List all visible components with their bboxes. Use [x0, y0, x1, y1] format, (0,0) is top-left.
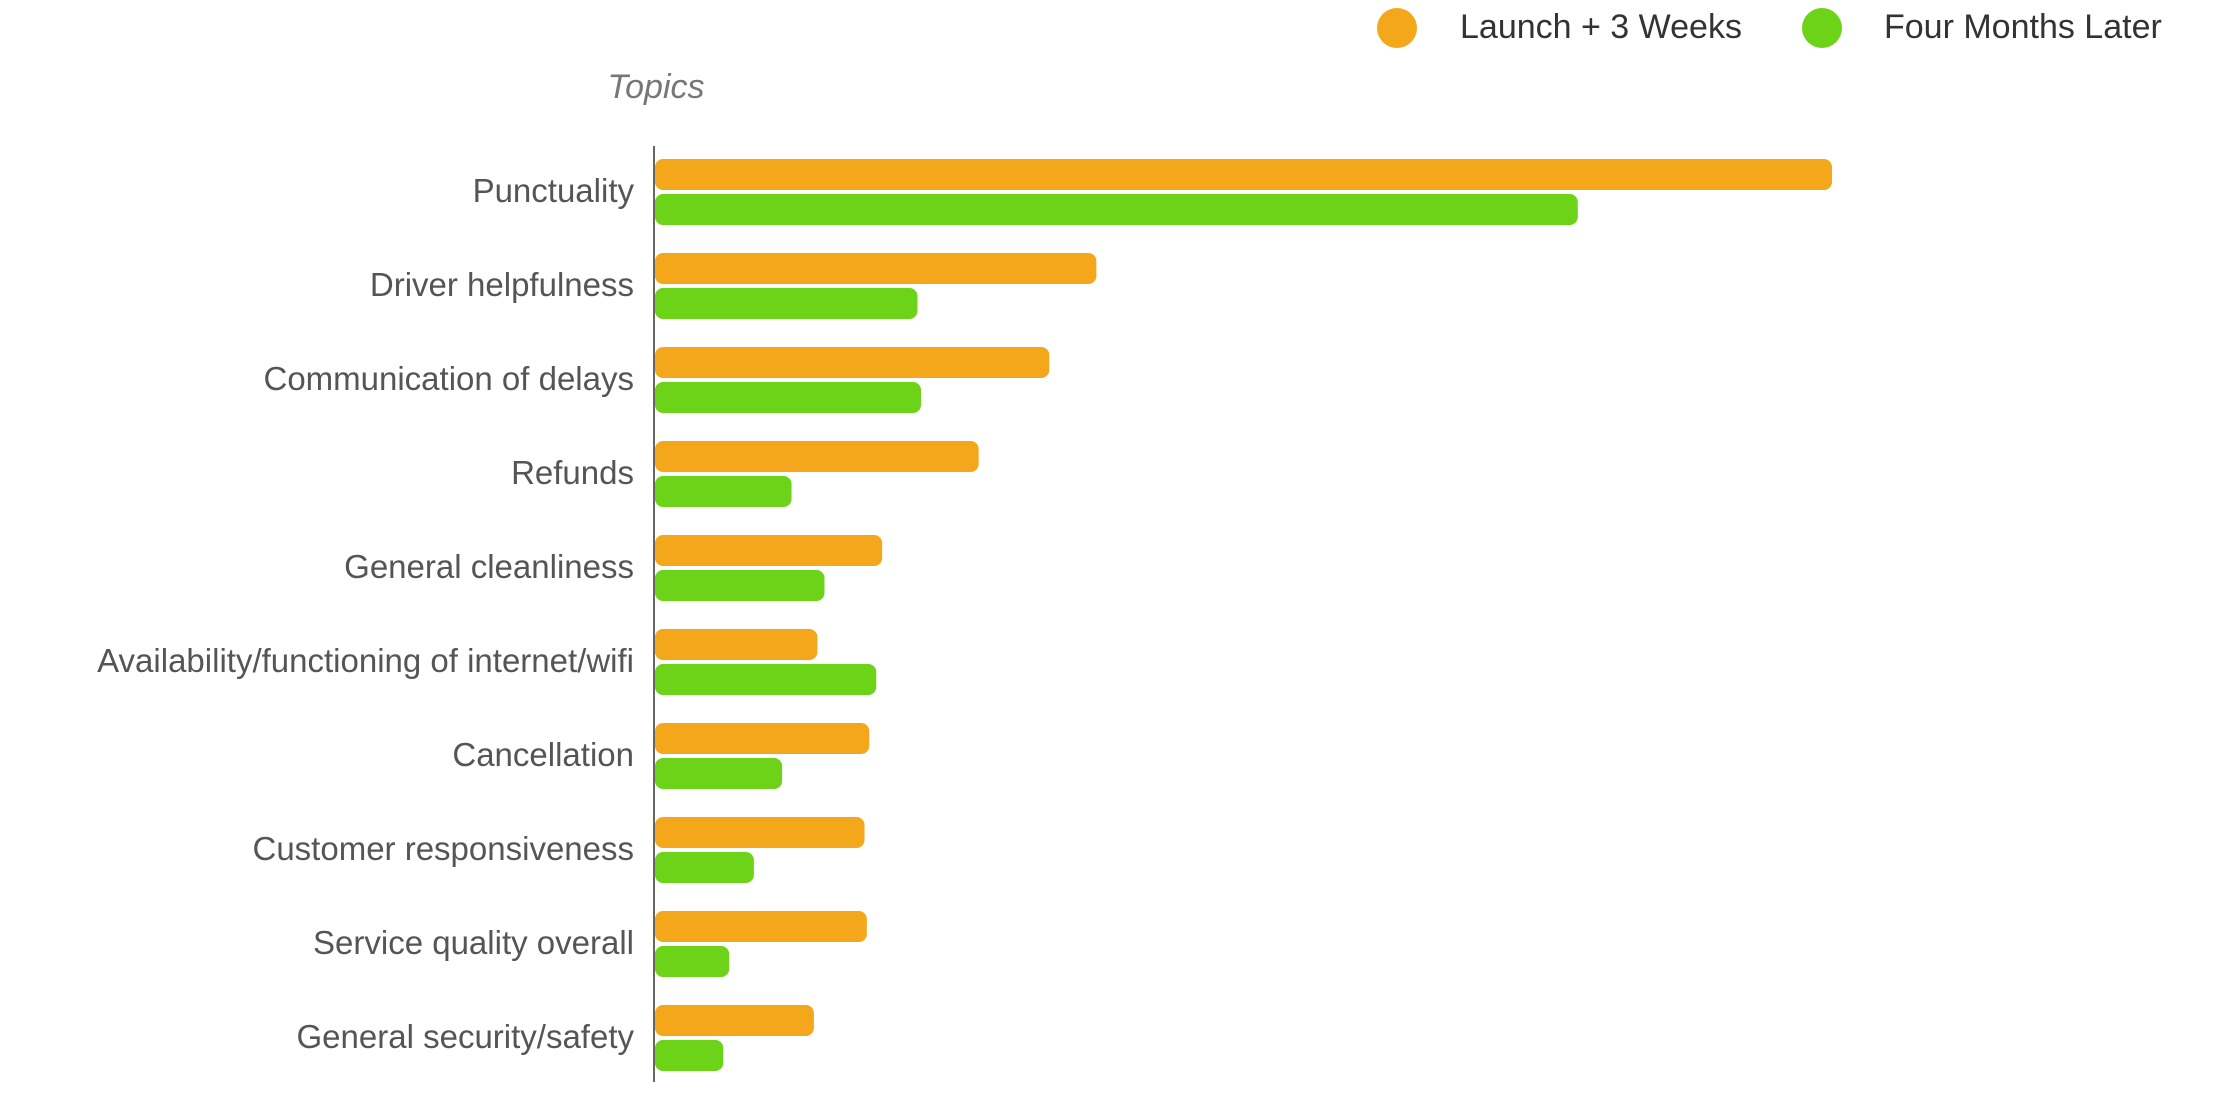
- bar-four-months[interactable]: [655, 758, 783, 789]
- category-labels: Punctuality Driver helpfulness Communicati…: [97, 172, 634, 1055]
- bar-launch[interactable]: [655, 347, 1050, 378]
- bar-launch[interactable]: [655, 535, 883, 566]
- category-label: Communication of delays: [263, 360, 634, 397]
- bar-four-months[interactable]: [655, 946, 730, 977]
- category-label: General security/safety: [297, 1018, 635, 1055]
- y-axis-title: Topics: [607, 68, 704, 106]
- legend: Launch + 3 Weeks Four Months Later: [1377, 8, 2162, 48]
- bar-launch[interactable]: [655, 817, 865, 848]
- legend-swatch[interactable]: [1377, 8, 1417, 48]
- bar-four-months[interactable]: [655, 664, 877, 695]
- legend-label[interactable]: Launch + 3 Weeks: [1460, 8, 1742, 46]
- category-label: Cancellation: [452, 736, 634, 773]
- bar-four-months[interactable]: [655, 1040, 724, 1071]
- bar-launch[interactable]: [655, 253, 1097, 284]
- bar-four-months[interactable]: [655, 194, 1578, 225]
- bar-four-months[interactable]: [655, 382, 922, 413]
- bar-launch[interactable]: [655, 629, 818, 660]
- category-label: Driver helpfulness: [370, 266, 634, 303]
- bar-four-months[interactable]: [655, 570, 825, 601]
- bar-launch[interactable]: [655, 441, 979, 472]
- category-label: Service quality overall: [313, 924, 634, 961]
- legend-label[interactable]: Four Months Later: [1884, 8, 2162, 46]
- category-label: Customer responsiveness: [253, 830, 635, 867]
- bar-launch[interactable]: [655, 723, 870, 754]
- bar-launch[interactable]: [655, 1005, 814, 1036]
- bar-launch[interactable]: [655, 911, 867, 942]
- category-label: Availability/functioning of internet/wif…: [97, 642, 634, 679]
- category-label: Refunds: [511, 454, 634, 491]
- category-label: General cleanliness: [344, 548, 634, 585]
- category-label: Punctuality: [473, 172, 635, 209]
- bar-four-months[interactable]: [655, 476, 792, 507]
- bar-four-months[interactable]: [655, 852, 754, 883]
- bar-four-months[interactable]: [655, 288, 918, 319]
- bars: [655, 159, 1832, 1071]
- legend-swatch[interactable]: [1802, 8, 1842, 48]
- bar-launch[interactable]: [655, 159, 1832, 190]
